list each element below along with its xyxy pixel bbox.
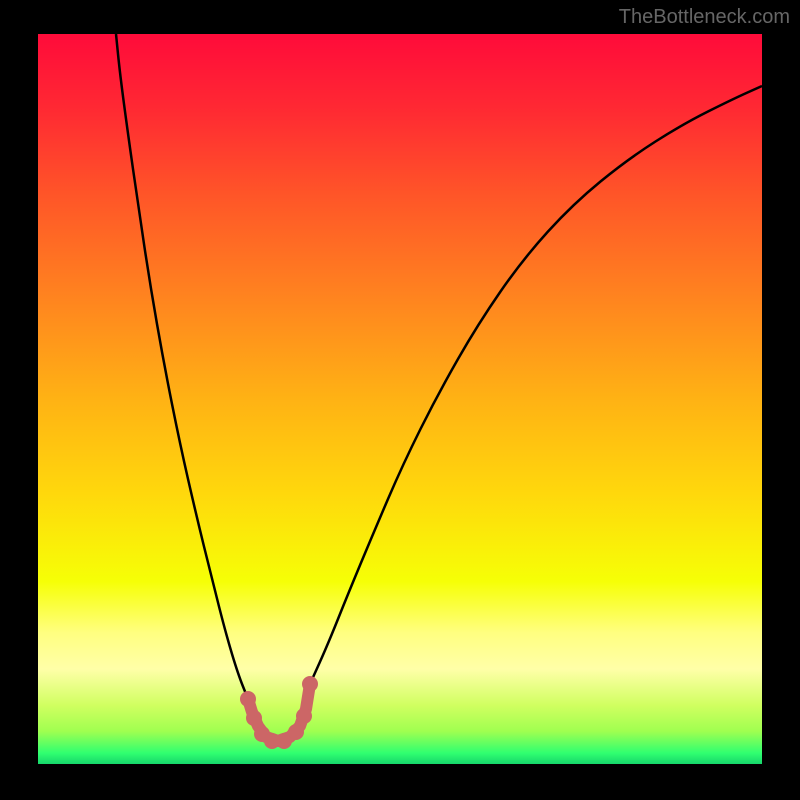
valley-marker (246, 710, 262, 726)
chart-container: TheBottleneck.com (0, 0, 800, 800)
curve-left-branch (116, 34, 248, 699)
valley-marker (240, 691, 256, 707)
plot-area (38, 34, 762, 764)
valley-marker (296, 708, 312, 724)
watermark-text: TheBottleneck.com (619, 6, 790, 29)
curve-layer (38, 34, 762, 764)
curve-right-branch (310, 86, 762, 684)
valley-marker (288, 724, 304, 740)
valley-marker (302, 676, 318, 692)
